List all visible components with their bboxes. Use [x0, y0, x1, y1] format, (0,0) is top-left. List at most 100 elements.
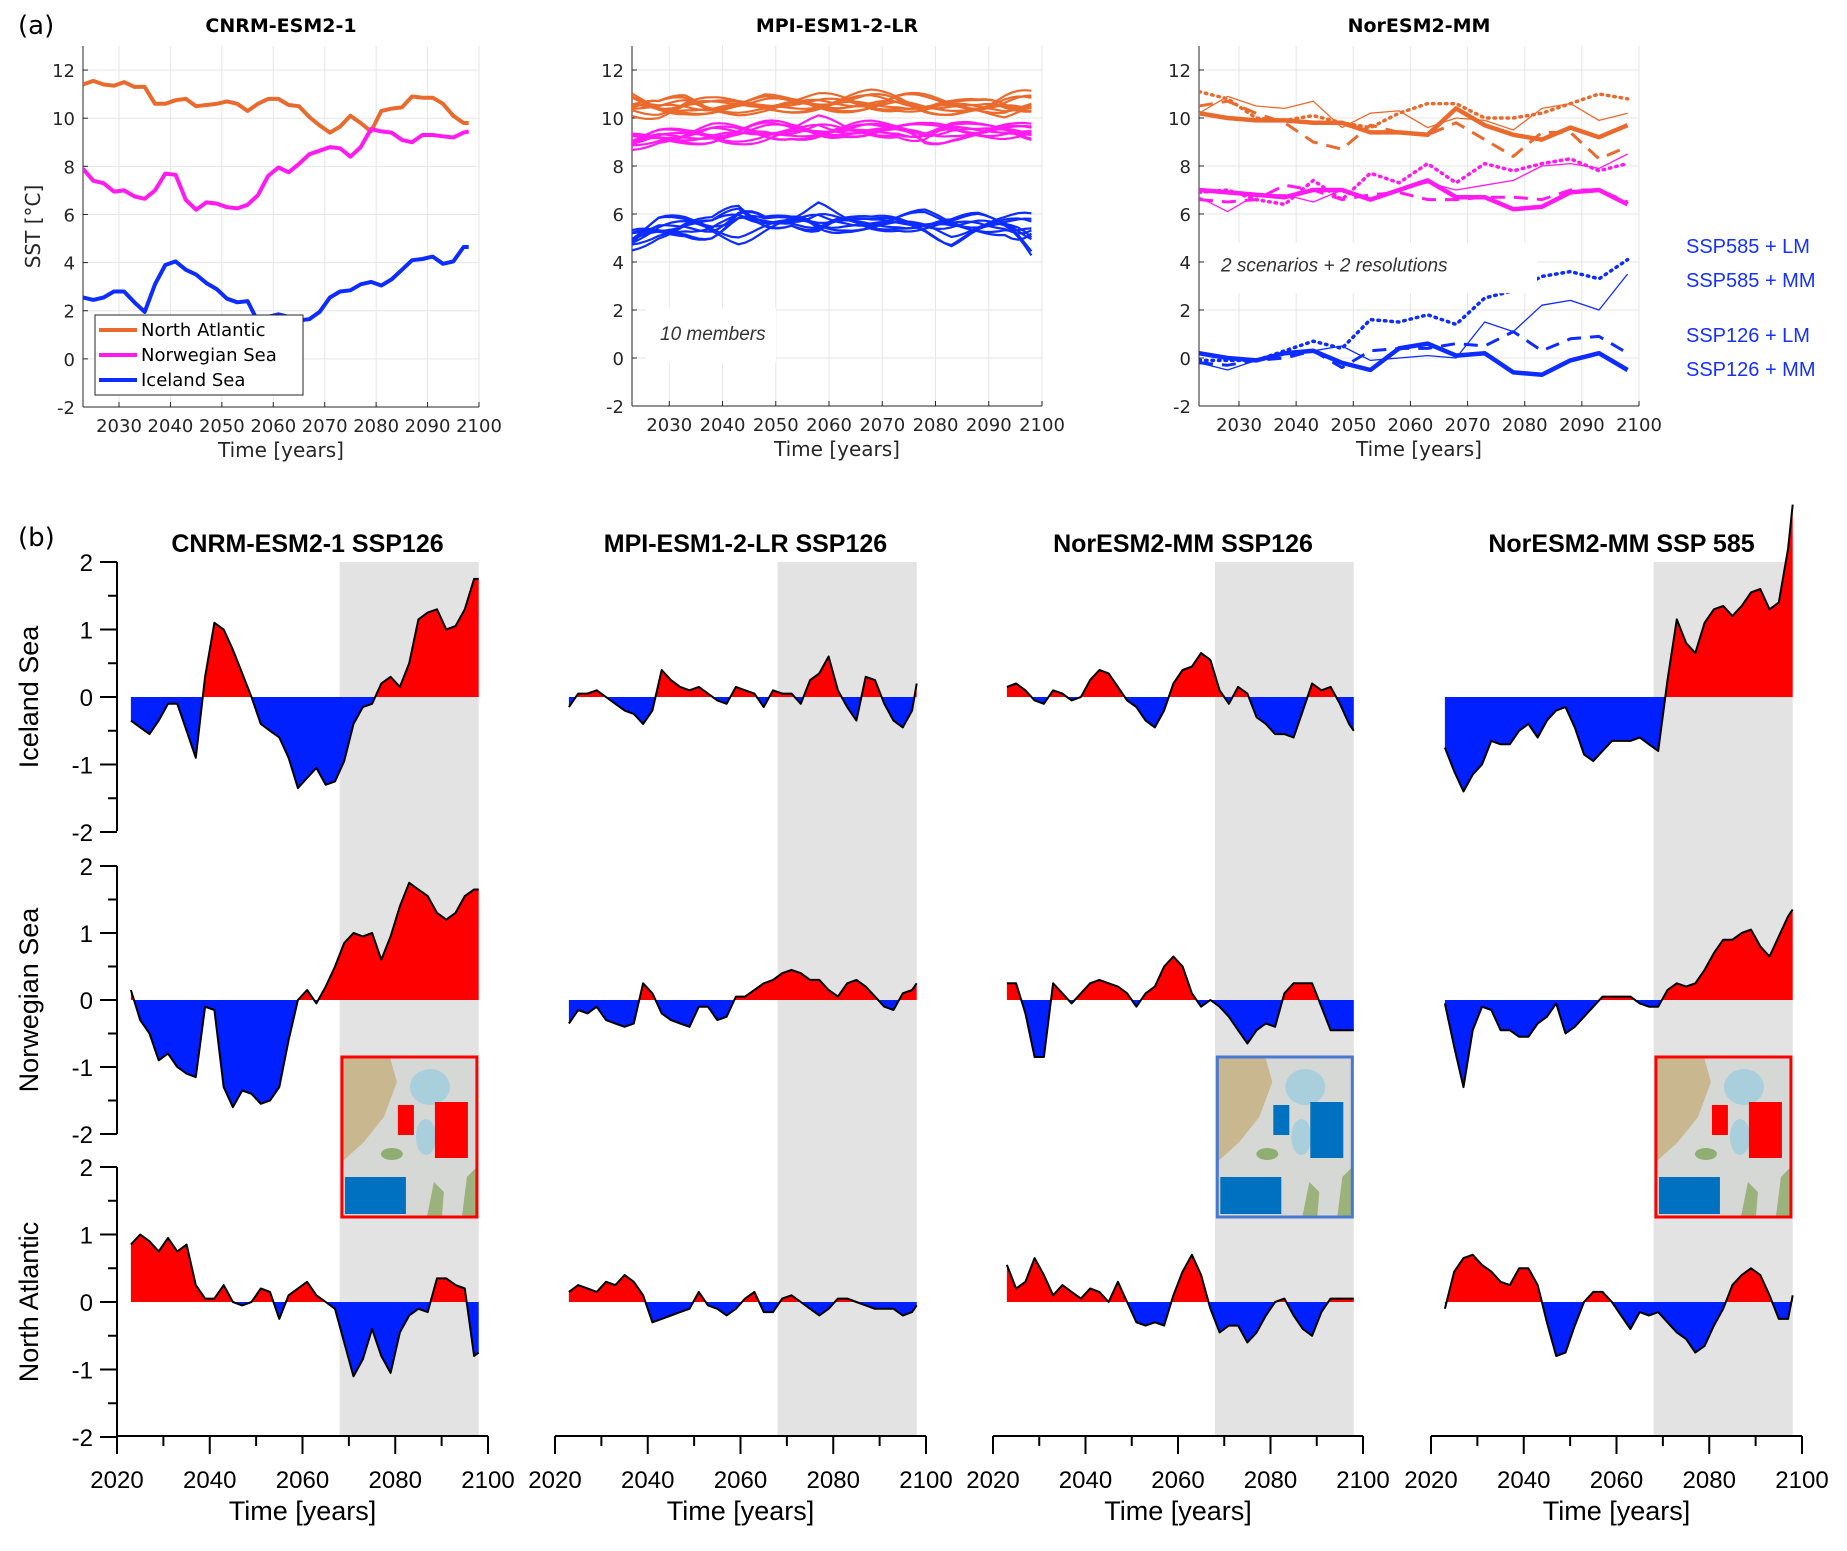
anomaly-row-north-atlantic — [1443, 1253, 1794, 1357]
x-tick-label: 2040 — [1497, 1467, 1550, 1494]
anomaly-row-norwegian-sea — [1443, 908, 1794, 1089]
map-box-iceland-sea — [1273, 1105, 1290, 1135]
column-title: CNRM-ESM2-1 SSP126 — [171, 530, 443, 558]
member-line-iceland-sea — [632, 204, 1032, 246]
annotation-bg — [1207, 242, 1537, 294]
inset-map — [1654, 1055, 1793, 1219]
y-tick-label: 8 — [64, 157, 75, 178]
negative-anomaly-area — [568, 697, 917, 728]
x-tick-label: 2070 — [859, 415, 905, 436]
x-axis-label: Time [years] — [1355, 437, 1482, 461]
x-axis-label: Time [years] — [773, 437, 900, 461]
positive-anomaly-area — [1444, 909, 1793, 1000]
negative-anomaly-area — [130, 1000, 479, 1108]
x-tick-label: 2060 — [714, 1467, 767, 1494]
y-tick-label: 10 — [1168, 109, 1191, 130]
member-line-iceland-sea — [632, 207, 1032, 241]
anomaly-column-mpi-esm1-2-lr-ssp126: MPI-ESM1-2-LR SSP126 2020 2040 2060 2080 2100… — [528, 530, 952, 1526]
x-tick-label: 2100 — [1616, 415, 1662, 436]
y-tick-label: 2 — [80, 854, 93, 881]
series-group — [632, 88, 1033, 257]
positive-anomaly-area — [568, 969, 917, 1000]
positive-anomaly-area — [568, 656, 917, 697]
legend-entry-iceland-sea: Iceland Sea — [141, 370, 245, 391]
anomaly-row-iceland-sea — [1006, 652, 1355, 739]
y-tick-label: 12 — [52, 61, 75, 82]
inset-map — [1215, 1055, 1354, 1219]
scenario-label-ssp126-mm: SSP126 + MM — [1686, 359, 1816, 381]
x-axis-label: Time [years] — [217, 438, 344, 462]
x-tick-label: 2080 — [1244, 1467, 1297, 1494]
negative-anomaly-area — [130, 1302, 479, 1377]
x-tick-label: 2060 — [250, 416, 296, 437]
x-tick-label: 2100 — [899, 1467, 952, 1494]
map-iceland — [1256, 1148, 1279, 1160]
x-tick-label: 2100 — [1336, 1467, 1389, 1494]
anomaly-row-iceland-sea: -2 -1 0 1 2 Iceland Sea — [14, 550, 479, 847]
anomaly-row-norwegian-sea: -2 -1 0 1 2 Norwegian Sea — [14, 854, 479, 1149]
chart-noresm2-mm: 2030 2040 2050 2060 2070 2080 2090 2100 -2 0 2 4 6 8 1… — [1168, 15, 1815, 461]
map-basin — [1729, 1119, 1750, 1155]
y-tick-label: -1 — [72, 1055, 93, 1082]
negative-anomaly-area — [130, 697, 479, 789]
x-tick-label: 2040 — [148, 416, 194, 437]
x-tick-label: 2020 — [90, 1467, 143, 1494]
map-scandinavia — [461, 1167, 477, 1217]
x-axis-label: Time [years] — [667, 1496, 815, 1526]
map-frame — [1654, 1055, 1793, 1219]
map-basin — [409, 1069, 450, 1105]
positive-anomaly-area — [130, 1234, 479, 1302]
x-tick-label: 2080 — [1502, 415, 1548, 436]
y-tick-label: 4 — [613, 253, 624, 274]
series-line-north-atlantic-ssp126-mm — [1199, 106, 1629, 142]
anomaly-row-iceland-sea — [568, 655, 918, 729]
anomaly-line — [130, 1233, 480, 1378]
y-tick-label: 0 — [80, 685, 93, 712]
y-tick-label: 0 — [80, 988, 93, 1015]
panel-a-label: (a) — [18, 11, 54, 41]
y-tick-label: -2 — [606, 397, 624, 418]
anomaly-column-noresm2-mm-ssp126: NorESM2-MM SSP126 2020 2040 2060 2080 2100 Tim… — [966, 530, 1389, 1526]
map-greenland — [341, 1057, 397, 1162]
y-axis: -2 -1 0 1 2 North Atlantic — [14, 1155, 118, 1452]
anomaly-line — [568, 968, 918, 1028]
positive-anomaly-area — [130, 882, 479, 1000]
x-axis-label: Time [years] — [1104, 1496, 1252, 1526]
series-line-norwegian-sea-ssp126-mm — [1199, 178, 1629, 212]
negative-anomaly-area — [1444, 697, 1793, 792]
anomaly-line — [1443, 1253, 1794, 1357]
map-box-norwegian-sea — [1748, 1102, 1782, 1158]
y-tick-label: -2 — [72, 1425, 93, 1452]
y-tick-label: 1 — [80, 618, 93, 645]
y-tick-label: 6 — [64, 205, 75, 226]
series-line-norwegian-sea-ssp585-mm — [1199, 153, 1628, 213]
y-tick-label: 0 — [64, 350, 75, 371]
series-line-iceland-sea — [83, 245, 469, 324]
y-tick-label: 8 — [613, 157, 624, 178]
member-line-north-atlantic — [632, 96, 1032, 116]
legend-entry-north-atlantic: North Atlantic — [141, 320, 266, 341]
inset-map — [340, 1055, 479, 1219]
map-scandinavia — [1775, 1167, 1791, 1217]
x-axis: 2020 2040 2060 2080 2100 Time [years] — [966, 1435, 1390, 1526]
positive-anomaly-area — [130, 578, 479, 697]
map-iceland — [1694, 1148, 1717, 1160]
series-line-north-atlantic-ssp585-mm — [1199, 95, 1628, 131]
anomaly-line — [1005, 1253, 1354, 1344]
scenario-label-ssp585-mm: SSP585 + MM — [1686, 270, 1816, 292]
x-tick-label: 2080 — [1683, 1467, 1736, 1494]
x-tick-label: 2080 — [807, 1467, 860, 1494]
anomaly-row-north-atlantic: -2 -1 0 1 2 North Atlantic — [14, 1155, 480, 1452]
map-basin — [1723, 1069, 1764, 1105]
y-tick-label: 12 — [1168, 61, 1191, 82]
x-tick-label: 2100 — [1775, 1467, 1828, 1494]
x-tick-label: 2090 — [1559, 415, 1605, 436]
map-box-north-atlantic — [1220, 1177, 1282, 1214]
x-tick-label: 2080 — [369, 1467, 422, 1494]
x-tick-label: 2060 — [1151, 1467, 1204, 1494]
member-line-north-atlantic — [632, 96, 1032, 114]
x-tick-label: 2090 — [966, 415, 1012, 436]
map-frame — [1215, 1055, 1354, 1219]
member-line-iceland-sea — [632, 201, 1033, 252]
series-line-norwegian-sea — [83, 127, 470, 212]
